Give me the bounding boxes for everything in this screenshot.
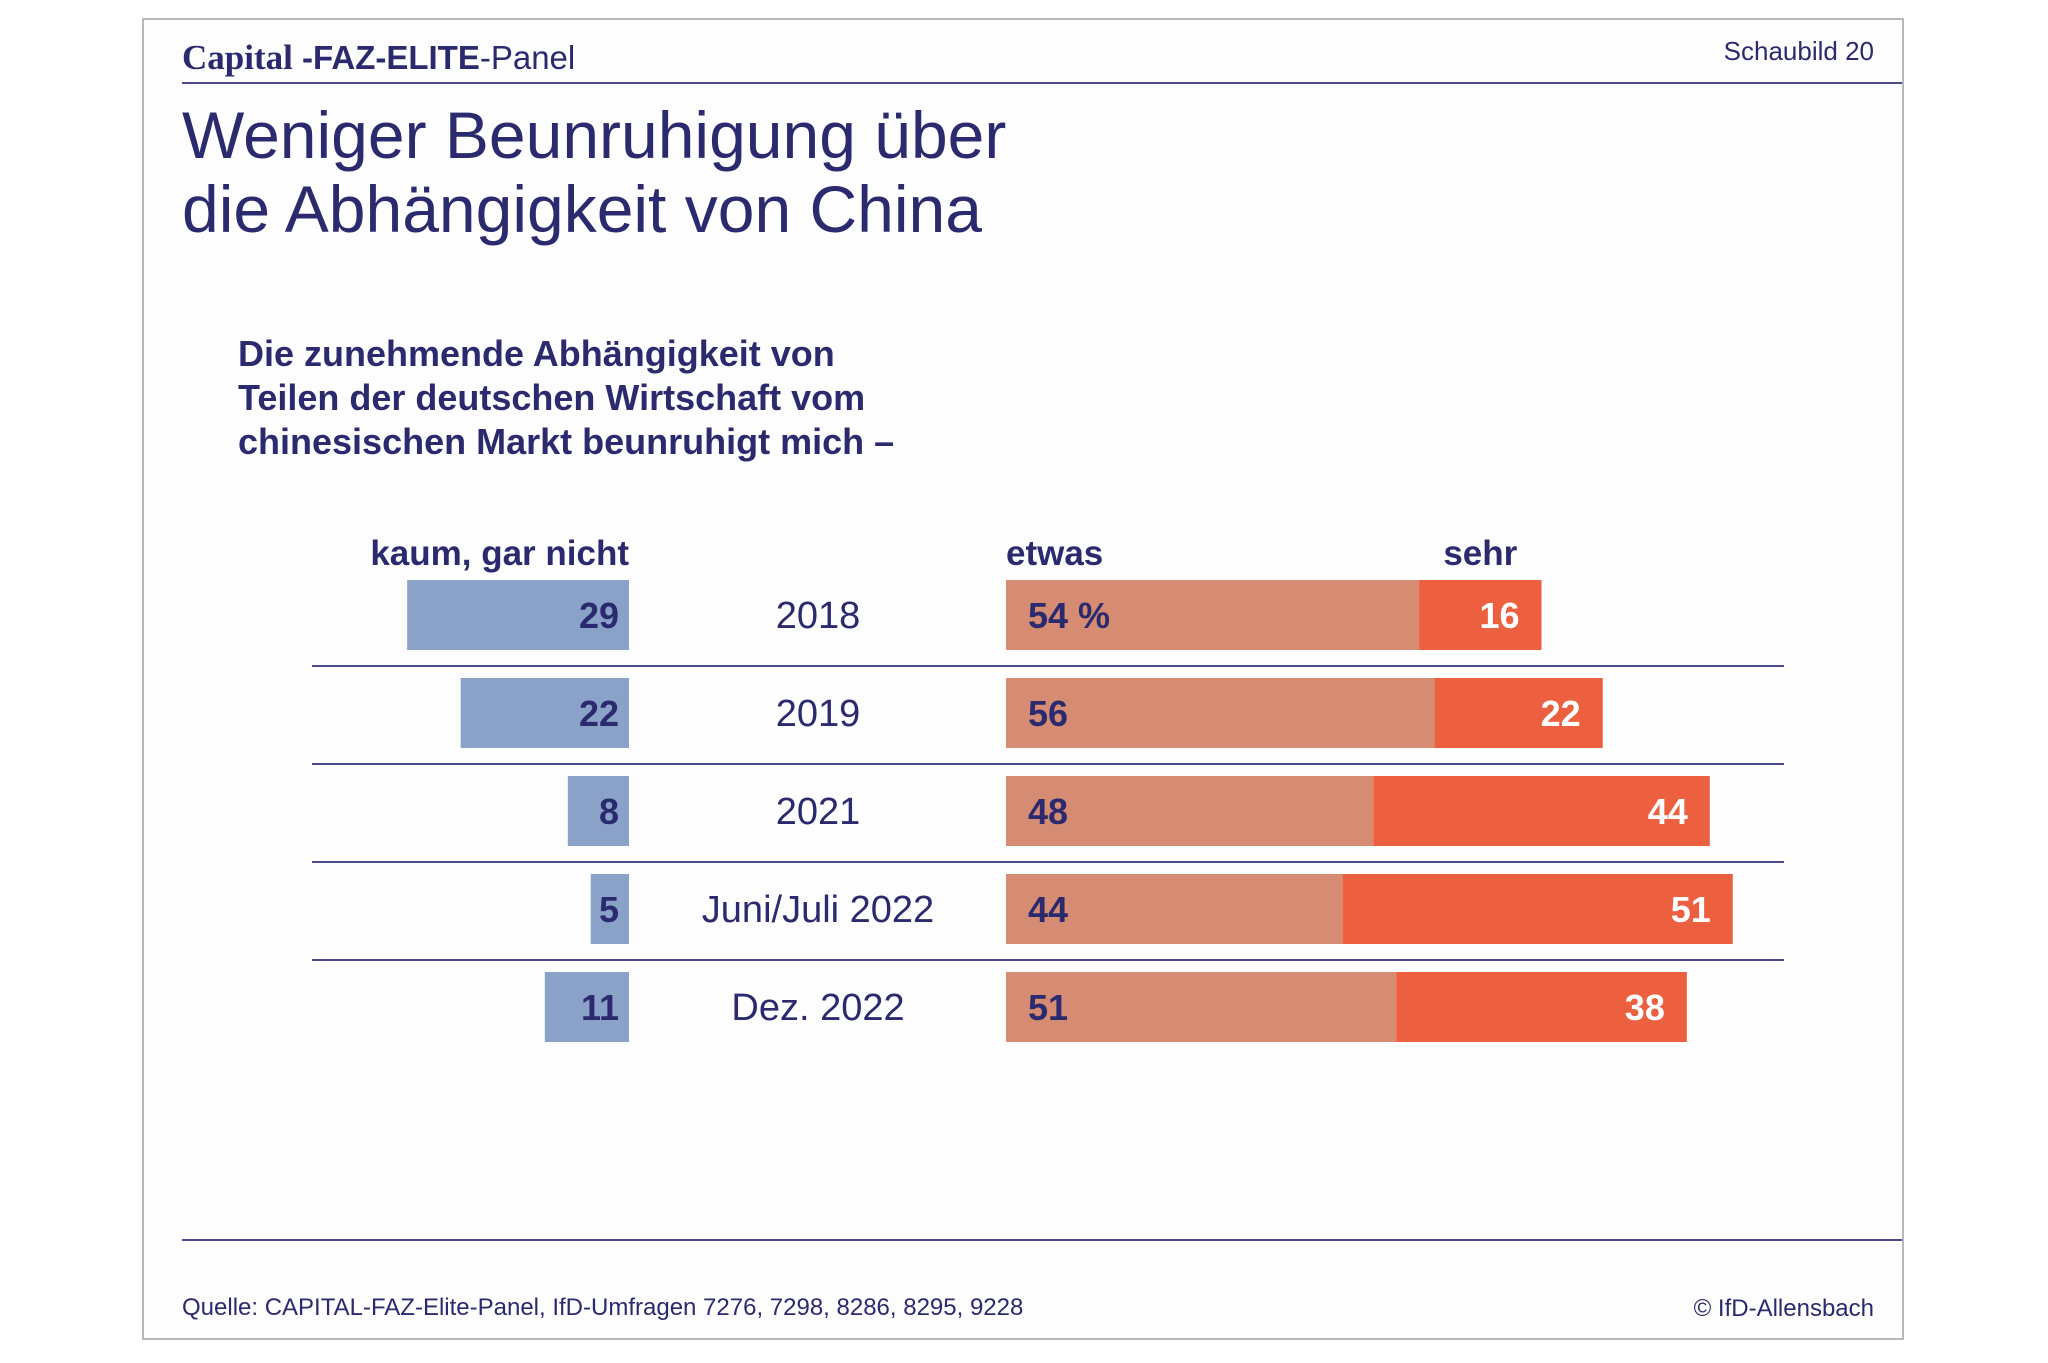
survey-question-line-2: Teilen der deutschen Wirtschaft vom [238, 377, 866, 418]
chart-title-line-1: Weniger Beunruhigung über [182, 98, 1007, 172]
value-label-kaum-gar-nicht: 29 [579, 595, 619, 636]
chart-title: Weniger Beunruhigung über die Abhängigke… [182, 98, 1006, 246]
value-label-etwas: 48 [1028, 791, 1068, 832]
survey-question-line-1: Die zunehmende Abhängigkeit von [238, 333, 835, 374]
value-label-etwas: 54 % [1028, 595, 1110, 636]
source-note: Quelle: CAPITAL-FAZ-Elite-Panel, IfD-Umf… [182, 1294, 1024, 1321]
figure-label: Schaubild 20 [1723, 36, 1874, 66]
bar-kaum-gar-nicht [407, 580, 629, 650]
value-label-sehr: 38 [1625, 987, 1665, 1028]
bar-sehr [1419, 580, 1542, 650]
brand-capital: Capital [182, 38, 293, 77]
bar-kaum-gar-nicht [590, 874, 629, 944]
bar-etwas [1006, 580, 1420, 650]
bar-sehr [1342, 874, 1733, 944]
category-label: 2018 [776, 595, 861, 637]
bar-sehr [1373, 776, 1710, 846]
bar-sehr [1396, 972, 1687, 1042]
value-label-kaum-gar-nicht: 5 [599, 889, 619, 930]
footer-divider [182, 1239, 1902, 1241]
value-label-sehr: 16 [1479, 595, 1519, 636]
brand-faz-elite: -FAZ-ELITE [302, 39, 480, 76]
value-label-etwas: 56 [1028, 693, 1068, 734]
bar-kaum-gar-nicht [544, 972, 629, 1042]
category-label: 2019 [776, 693, 861, 735]
legend-kaum-gar-nicht: kaum, gar nicht [370, 534, 629, 573]
brand-logo: Capital -FAZ-ELITE-Panel [182, 38, 575, 78]
bar-etwas [1006, 776, 1374, 846]
value-label-etwas: 44 [1028, 889, 1068, 930]
category-label: Dez. 2022 [731, 987, 904, 1029]
header-divider [182, 82, 1902, 84]
chart-title-line-2: die Abhängigkeit von China [182, 172, 982, 246]
bar-kaum-gar-nicht [460, 678, 629, 748]
copyright-note: © IfD-Allensbach [1693, 1295, 1874, 1322]
bar-etwas [1006, 874, 1343, 944]
survey-question-line-3: chinesischen Markt beunruhigt mich – [238, 421, 895, 462]
value-label-sehr: 44 [1648, 791, 1688, 832]
bar-sehr [1434, 678, 1603, 748]
value-label-sehr: 51 [1671, 889, 1711, 930]
chart-card: Capital -FAZ-ELITE-Panel Schaubild 20 We… [142, 18, 1904, 1340]
legend-sehr: sehr [1443, 534, 1517, 573]
value-label-kaum-gar-nicht: 11 [581, 987, 619, 1028]
brand-panel: -Panel [479, 39, 576, 76]
legend-etwas: etwas [1006, 534, 1103, 573]
category-label: Juni/Juli 2022 [702, 889, 934, 931]
bar-etwas [1006, 972, 1397, 1042]
bar-etwas [1006, 678, 1435, 748]
value-label-etwas: 51 [1028, 987, 1068, 1028]
value-label-kaum-gar-nicht: 22 [579, 693, 619, 734]
category-label: 2021 [776, 791, 861, 833]
value-label-kaum-gar-nicht: 8 [599, 791, 619, 832]
value-label-sehr: 22 [1541, 693, 1581, 734]
survey-question: Die zunehmende Abhängigkeit von Teilen d… [238, 332, 894, 464]
bar-kaum-gar-nicht [567, 776, 629, 846]
